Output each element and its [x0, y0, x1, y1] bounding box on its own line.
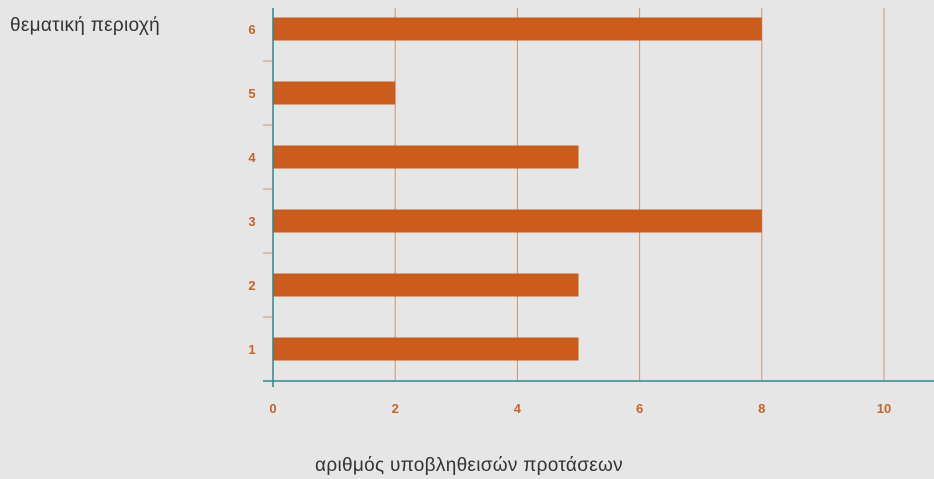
y-tick-labels: 1 2 3 4 5 6	[248, 22, 256, 357]
y-tick-label: 3	[248, 214, 255, 229]
x-tick-label: 6	[636, 401, 643, 416]
y-axis-title: θεματική περιοχή	[10, 15, 161, 36]
x-tick-label: 2	[392, 401, 399, 416]
bar	[273, 273, 579, 297]
bar	[273, 337, 579, 361]
bar	[273, 81, 396, 105]
x-tick-label: 8	[758, 401, 765, 416]
y-tick-label: 4	[248, 150, 256, 165]
bars	[273, 17, 762, 361]
x-tick-label: 10	[877, 401, 891, 416]
y-tick-label: 2	[248, 278, 255, 293]
axes	[263, 8, 934, 387]
y-tick-label: 6	[248, 22, 255, 37]
bar	[273, 17, 762, 41]
x-tick-label: 4	[514, 401, 522, 416]
y-tick-label: 1	[248, 342, 255, 357]
x-axis-title: αριθμός υποβληθεισών προτάσεων	[315, 455, 623, 476]
x-tick-labels: 0 2 4 6 8 10	[269, 401, 891, 416]
bar	[273, 209, 762, 233]
y-tick-label: 5	[248, 86, 255, 101]
x-tick-label: 0	[269, 401, 276, 416]
gridlines	[394, 8, 885, 381]
bar	[273, 145, 579, 169]
